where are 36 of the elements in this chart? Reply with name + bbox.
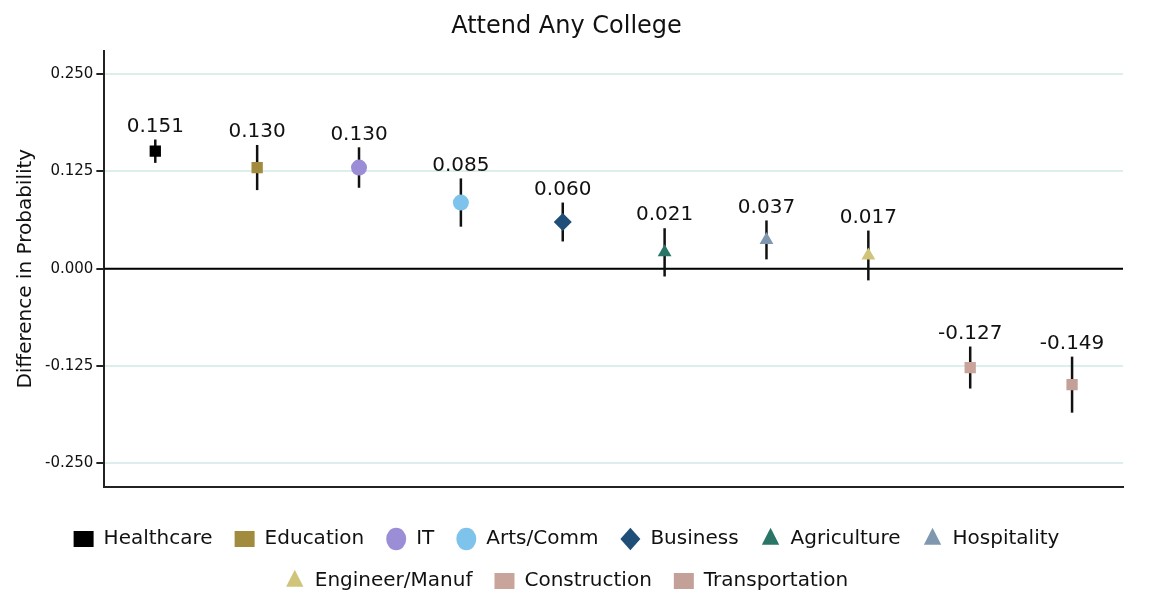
data-label: 0.021: [635, 201, 694, 226]
point: [657, 244, 672, 257]
data-label: 0.017: [839, 203, 897, 228]
point: [149, 145, 161, 157]
data-label: 0.085: [432, 151, 490, 176]
data-label: -0.127: [937, 319, 1003, 344]
y-tick-label: -0.250: [45, 453, 94, 472]
point: [861, 247, 876, 260]
data-label: 0.130: [228, 118, 286, 143]
legend-label: Construction: [524, 567, 652, 592]
y-tick-label: 0.125: [50, 161, 94, 180]
point: [1066, 379, 1078, 391]
point: [553, 213, 572, 232]
legend-label: Agriculture: [790, 525, 901, 550]
legend-label: Transportation: [702, 567, 849, 592]
y-tick-label: 0.250: [50, 64, 94, 83]
data-label: 0.130: [330, 120, 388, 145]
legend-label: Healthcare: [103, 525, 213, 550]
data-label: -0.149: [1039, 329, 1105, 354]
legend-label: Hospitality: [952, 525, 1060, 550]
legend-label: Business: [650, 525, 739, 550]
point: [964, 361, 976, 374]
legend-label: Education: [264, 525, 365, 550]
y-axis-title: Difference in Probability: [12, 148, 37, 389]
chart-title: Attend Any College: [451, 10, 682, 39]
point: [251, 161, 263, 174]
data-label: 0.037: [737, 193, 796, 218]
data-label: 0.060: [534, 175, 592, 200]
legend-label: IT: [416, 525, 436, 550]
point: [452, 194, 469, 211]
legend-label: Arts/Comm: [486, 525, 599, 550]
y-tick-label: 0.000: [50, 258, 94, 277]
legend-label: Engineer/Manuf: [314, 567, 474, 592]
point: [351, 159, 368, 176]
y-tick-label: -0.125: [45, 355, 94, 374]
data-label: 0.151: [126, 112, 184, 137]
